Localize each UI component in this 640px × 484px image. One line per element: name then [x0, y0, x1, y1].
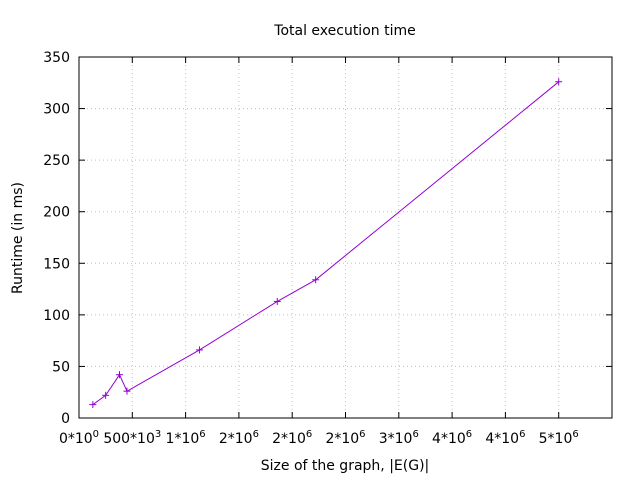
- data-point-marker: [555, 78, 563, 86]
- x-tick-label-exponent: 6: [466, 429, 472, 440]
- data-point-marker: [116, 371, 124, 379]
- x-tick-label-base: 3*10: [379, 431, 413, 447]
- x-tick-label: 3*106: [379, 429, 419, 447]
- x-tick-label: 2*106: [325, 429, 365, 447]
- x-tick-label-exponent: 6: [519, 429, 525, 440]
- x-tick-label-base: 2*10: [272, 431, 306, 447]
- series-line: [92, 81, 560, 406]
- x-tick-label-base: 2*10: [325, 431, 359, 447]
- data-point-marker: [312, 276, 320, 284]
- x-tick-label: 2*106: [219, 429, 259, 447]
- y-tick-label: 0: [61, 411, 70, 427]
- data-point-marker: [273, 297, 281, 305]
- x-tick-label: 4*106: [485, 429, 525, 447]
- x-tick-label-base: 4*10: [432, 431, 466, 447]
- x-tick-label: 2*106: [272, 429, 312, 447]
- data-point-marker: [102, 391, 110, 399]
- y-tick-label: 200: [43, 205, 70, 221]
- x-tick-label-exponent: 6: [306, 429, 312, 440]
- x-tick-label: 1*106: [166, 429, 206, 447]
- x-tick-label-exponent: 6: [572, 429, 578, 440]
- data-point-marker: [89, 401, 97, 409]
- chart-title: Total execution time: [273, 23, 415, 39]
- y-axis-label: Runtime (in ms): [10, 182, 26, 294]
- x-tick-label-exponent: 6: [253, 429, 259, 440]
- x-tick-label-base: 1*10: [166, 431, 200, 447]
- y-tick-label: 350: [43, 50, 70, 66]
- y-tick-label: 150: [43, 256, 70, 272]
- x-tick-label-exponent: 6: [199, 429, 205, 440]
- x-tick-label-base: 500*10: [103, 431, 155, 447]
- x-tick-label: 500*103: [103, 429, 161, 447]
- x-tick-label-exponent: 0: [93, 429, 99, 440]
- x-tick-label: 5*106: [539, 429, 579, 447]
- x-tick-label-exponent: 6: [359, 429, 365, 440]
- x-tick-label-exponent: 6: [412, 429, 418, 440]
- y-tick-label: 100: [43, 308, 70, 324]
- y-tick-label: 250: [43, 153, 70, 169]
- y-tick-label: 50: [52, 359, 70, 375]
- data-point-marker: [123, 387, 131, 395]
- x-tick-label: 0*100: [59, 429, 99, 447]
- y-tick-label: 300: [43, 102, 70, 118]
- x-tick-label-exponent: 3: [155, 429, 161, 440]
- x-axis-label: Size of the graph, |E(G)|: [261, 458, 430, 474]
- series: [89, 78, 563, 409]
- grid: [79, 57, 612, 418]
- x-tick-label-base: 2*10: [219, 431, 253, 447]
- x-tick-label-base: 4*10: [485, 431, 519, 447]
- x-tick-label-base: 5*10: [539, 431, 573, 447]
- data-point-marker: [195, 346, 203, 354]
- x-tick-label: 4*106: [432, 429, 472, 447]
- x-tick-label-base: 0*10: [59, 431, 93, 447]
